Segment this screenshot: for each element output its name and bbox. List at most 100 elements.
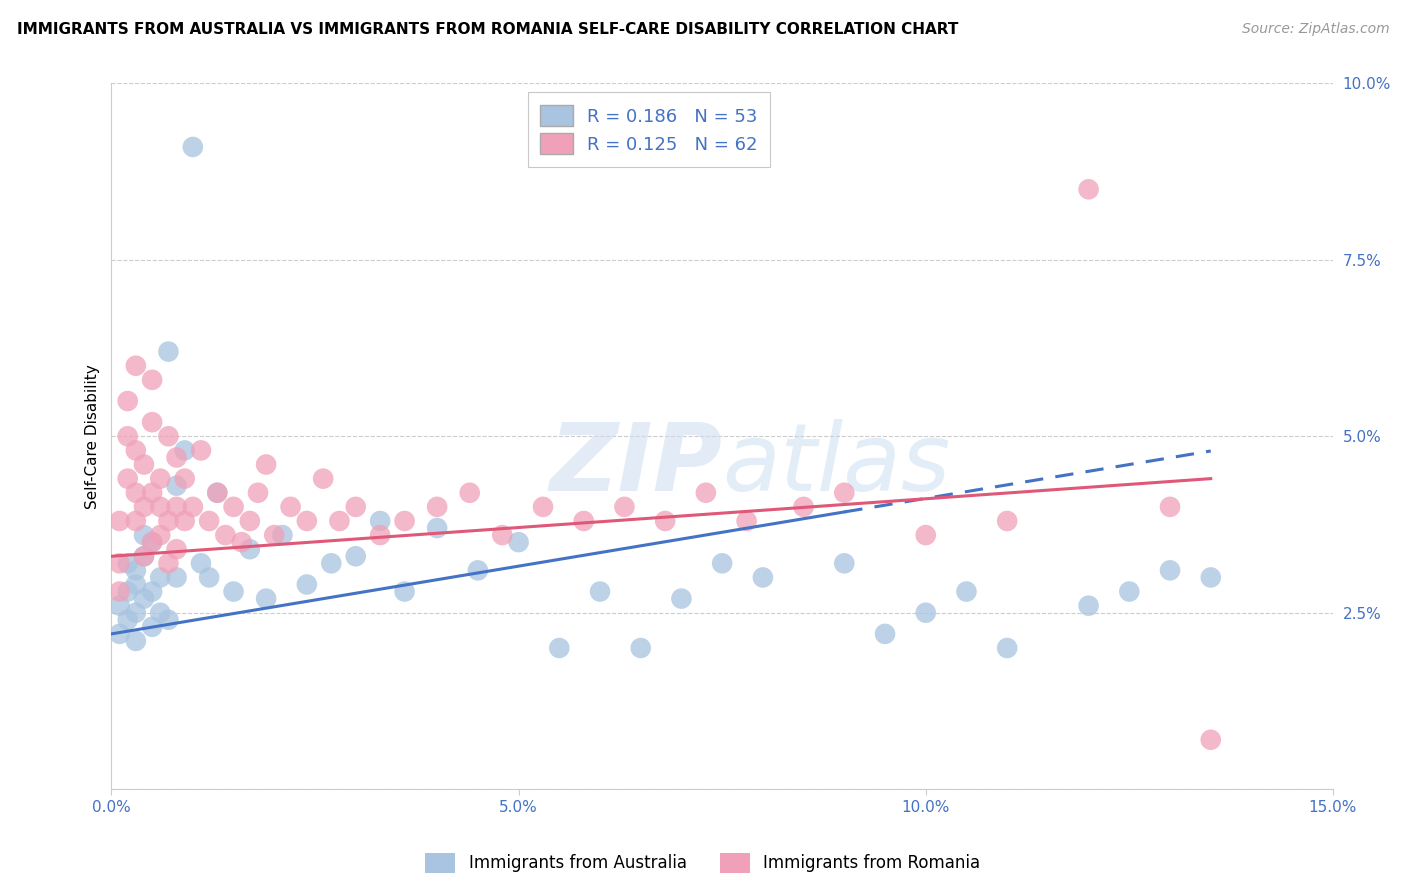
Point <box>157 344 180 359</box>
Point <box>344 500 367 514</box>
Text: ZIP: ZIP <box>550 418 723 510</box>
Point <box>1077 182 1099 196</box>
Point <box>108 599 131 613</box>
Point <box>1199 732 1222 747</box>
Point <box>295 577 318 591</box>
Point <box>149 472 172 486</box>
Point <box>132 500 155 514</box>
Point <box>141 373 163 387</box>
Point <box>1159 563 1181 577</box>
Point <box>157 613 180 627</box>
Point <box>467 563 489 577</box>
Point <box>198 514 221 528</box>
Text: IMMIGRANTS FROM AUSTRALIA VS IMMIGRANTS FROM ROMANIA SELF-CARE DISABILITY CORREL: IMMIGRANTS FROM AUSTRALIA VS IMMIGRANTS … <box>17 22 959 37</box>
Point <box>173 514 195 528</box>
Point <box>125 606 148 620</box>
Point <box>873 627 896 641</box>
Point <box>132 549 155 564</box>
Point <box>207 485 229 500</box>
Point <box>108 584 131 599</box>
Point <box>239 514 262 528</box>
Point <box>141 535 163 549</box>
Text: atlas: atlas <box>723 419 950 510</box>
Point <box>190 443 212 458</box>
Point <box>157 514 180 528</box>
Point <box>141 620 163 634</box>
Point <box>149 500 172 514</box>
Point <box>149 606 172 620</box>
Point <box>1199 570 1222 584</box>
Point <box>222 584 245 599</box>
Point <box>181 500 204 514</box>
Point <box>548 640 571 655</box>
Point <box>117 394 139 409</box>
Point <box>508 535 530 549</box>
Point <box>995 640 1018 655</box>
Point <box>190 557 212 571</box>
Point <box>173 443 195 458</box>
Point <box>231 535 253 549</box>
Point <box>141 584 163 599</box>
Point <box>735 514 758 528</box>
Point <box>654 514 676 528</box>
Point <box>198 570 221 584</box>
Point <box>239 542 262 557</box>
Point <box>149 570 172 584</box>
Point <box>589 584 612 599</box>
Point <box>222 500 245 514</box>
Point <box>125 563 148 577</box>
Point <box>132 528 155 542</box>
Legend: Immigrants from Australia, Immigrants from Romania: Immigrants from Australia, Immigrants fr… <box>419 847 987 880</box>
Point <box>157 429 180 443</box>
Point <box>955 584 977 599</box>
Point <box>132 458 155 472</box>
Point <box>157 557 180 571</box>
Point <box>117 613 139 627</box>
Point <box>141 535 163 549</box>
Point <box>166 450 188 465</box>
Point <box>531 500 554 514</box>
Point <box>254 458 277 472</box>
Point <box>572 514 595 528</box>
Point <box>207 485 229 500</box>
Point <box>711 557 734 571</box>
Point <box>117 584 139 599</box>
Point <box>263 528 285 542</box>
Legend: R = 0.186   N = 53, R = 0.125   N = 62: R = 0.186 N = 53, R = 0.125 N = 62 <box>527 93 770 167</box>
Point <box>426 521 449 535</box>
Point <box>613 500 636 514</box>
Point <box>321 557 343 571</box>
Point <box>125 634 148 648</box>
Point <box>166 478 188 492</box>
Point <box>914 606 936 620</box>
Point <box>141 485 163 500</box>
Point <box>914 528 936 542</box>
Point <box>173 472 195 486</box>
Y-axis label: Self-Care Disability: Self-Care Disability <box>86 364 100 508</box>
Point <box>752 570 775 584</box>
Point <box>1118 584 1140 599</box>
Point <box>108 514 131 528</box>
Point <box>108 557 131 571</box>
Point <box>995 514 1018 528</box>
Point <box>671 591 693 606</box>
Point <box>368 528 391 542</box>
Point <box>166 570 188 584</box>
Point <box>246 485 269 500</box>
Point <box>458 485 481 500</box>
Point <box>132 549 155 564</box>
Point <box>295 514 318 528</box>
Point <box>125 485 148 500</box>
Point <box>271 528 294 542</box>
Point <box>630 640 652 655</box>
Point <box>125 577 148 591</box>
Point <box>141 415 163 429</box>
Point <box>328 514 350 528</box>
Point <box>834 557 856 571</box>
Point <box>166 542 188 557</box>
Point <box>117 472 139 486</box>
Point <box>426 500 449 514</box>
Point <box>1159 500 1181 514</box>
Point <box>117 557 139 571</box>
Text: Source: ZipAtlas.com: Source: ZipAtlas.com <box>1241 22 1389 37</box>
